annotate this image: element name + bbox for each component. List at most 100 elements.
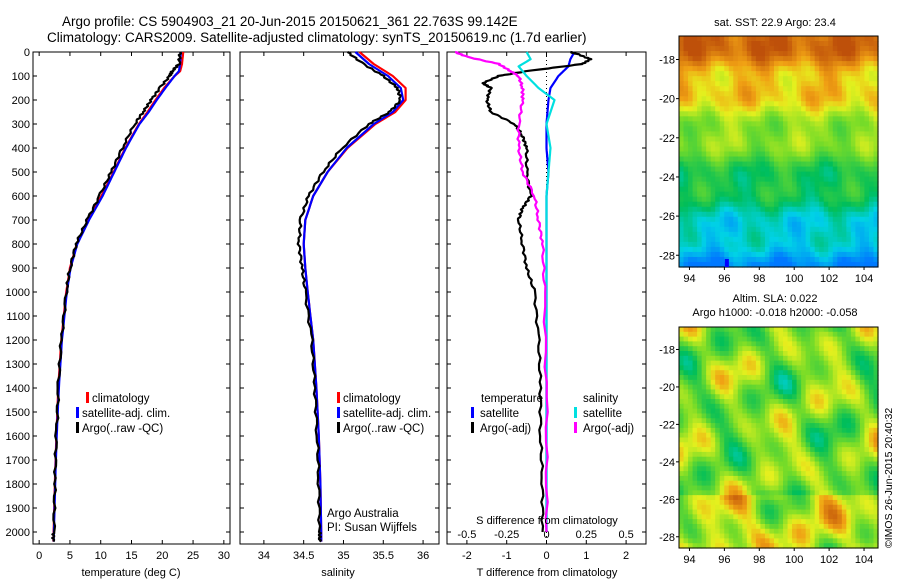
map-cell bbox=[814, 495, 820, 501]
map-cell bbox=[760, 246, 766, 253]
map-cell bbox=[701, 485, 707, 491]
map-cell bbox=[814, 116, 820, 122]
map-cell bbox=[706, 413, 712, 419]
map-cell bbox=[688, 106, 694, 112]
map-cell bbox=[783, 346, 789, 352]
map-cell bbox=[832, 466, 838, 472]
map-cell bbox=[801, 246, 807, 253]
map-cell bbox=[805, 161, 811, 168]
map-cell bbox=[837, 509, 843, 515]
map-cell bbox=[792, 437, 798, 443]
map-cell bbox=[814, 111, 820, 117]
map-cell bbox=[796, 251, 802, 258]
map-cell bbox=[737, 379, 743, 386]
map-cell bbox=[873, 256, 879, 263]
map-cell bbox=[823, 519, 829, 525]
map-cell bbox=[715, 413, 721, 419]
map-cell bbox=[710, 365, 716, 371]
map-cell bbox=[805, 442, 811, 448]
map-cell bbox=[819, 176, 825, 183]
map-cell bbox=[819, 121, 825, 127]
map-cell bbox=[679, 101, 685, 107]
legend-swatch-argo bbox=[337, 422, 340, 433]
map-cell bbox=[728, 156, 734, 163]
map-cell bbox=[792, 519, 798, 525]
map-cell bbox=[751, 341, 757, 347]
map-cell bbox=[764, 538, 771, 544]
map-cell bbox=[828, 389, 834, 395]
y-tick-label: 1000 bbox=[6, 287, 30, 299]
map-cell bbox=[746, 346, 752, 352]
map-cell bbox=[792, 131, 798, 138]
map-cell bbox=[733, 36, 739, 42]
map-cell bbox=[706, 176, 712, 183]
map-cell bbox=[787, 456, 793, 463]
map-cell bbox=[764, 403, 771, 410]
map-cell bbox=[746, 236, 752, 243]
map-cell bbox=[868, 528, 875, 535]
map-cell bbox=[837, 523, 843, 530]
map-cell bbox=[832, 241, 838, 248]
map-cell bbox=[796, 256, 802, 263]
map-cell bbox=[710, 351, 716, 357]
map-cell bbox=[701, 432, 707, 439]
map-cell bbox=[814, 121, 820, 127]
map-cell bbox=[746, 341, 752, 347]
map-cell bbox=[801, 201, 807, 208]
map-cell bbox=[828, 46, 834, 52]
map-cell bbox=[841, 131, 847, 138]
map-cell bbox=[724, 116, 730, 122]
map-cell bbox=[679, 495, 685, 501]
map-cell bbox=[728, 106, 734, 112]
map-cell bbox=[819, 216, 825, 223]
map-cell bbox=[683, 151, 689, 158]
map-cell bbox=[837, 176, 843, 183]
map-cell bbox=[719, 126, 725, 133]
map-cell bbox=[724, 51, 730, 57]
map-cell bbox=[864, 146, 870, 153]
map-cell bbox=[787, 246, 793, 253]
map-cell bbox=[688, 346, 694, 352]
map-cell bbox=[755, 131, 762, 138]
map-cell bbox=[737, 408, 743, 415]
map-cell bbox=[742, 56, 748, 62]
map-cell bbox=[873, 427, 879, 434]
map-cell bbox=[864, 423, 870, 429]
map-cell bbox=[841, 447, 847, 453]
map-cell bbox=[701, 151, 707, 158]
map-cell bbox=[692, 131, 698, 138]
map-cell bbox=[778, 126, 784, 133]
map-cell bbox=[801, 495, 807, 501]
map-cell bbox=[742, 206, 748, 213]
map-cell bbox=[706, 528, 712, 535]
map-cell bbox=[697, 389, 703, 395]
map-cell bbox=[755, 399, 762, 405]
map-cell bbox=[778, 538, 784, 544]
map-cell bbox=[805, 256, 811, 263]
map-cell bbox=[733, 384, 739, 391]
map-cell bbox=[679, 336, 685, 343]
map-cell bbox=[792, 206, 798, 213]
map-cell bbox=[805, 403, 811, 410]
map-cell bbox=[801, 231, 807, 238]
map-cell bbox=[679, 523, 685, 530]
map-cell bbox=[764, 423, 771, 429]
map-cell bbox=[828, 495, 834, 501]
map-cell bbox=[769, 351, 775, 357]
map-cell bbox=[787, 81, 793, 87]
map-cell bbox=[697, 423, 703, 429]
map-cell bbox=[828, 191, 834, 198]
map-cell bbox=[683, 101, 689, 107]
map-cell bbox=[746, 442, 752, 448]
map-cell bbox=[697, 514, 703, 520]
map-cell bbox=[697, 466, 703, 472]
map-cell bbox=[841, 384, 847, 391]
map-cell bbox=[728, 61, 734, 67]
map-cell bbox=[828, 86, 834, 92]
map-cell bbox=[746, 201, 752, 208]
map-cell bbox=[859, 514, 866, 520]
map-cell bbox=[710, 226, 716, 233]
map-cell bbox=[787, 131, 793, 138]
map-cell bbox=[841, 76, 847, 82]
